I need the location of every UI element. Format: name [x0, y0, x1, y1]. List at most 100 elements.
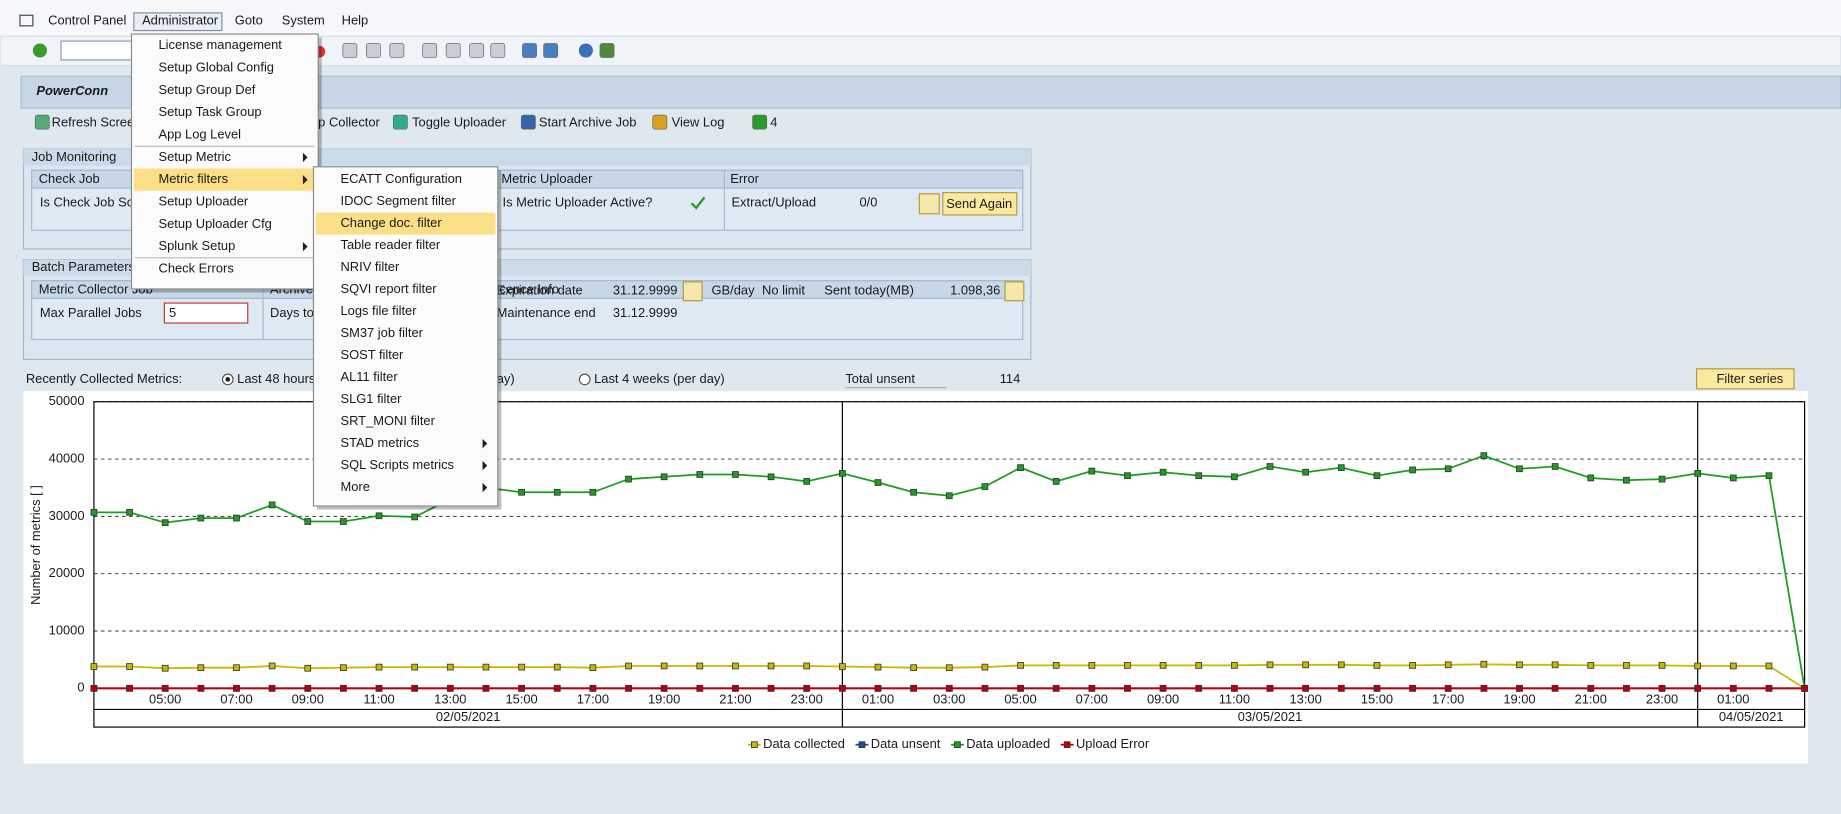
- send-again-button[interactable]: [942, 192, 1018, 216]
- data-point: [660, 684, 668, 692]
- filter-button[interactable]: [1695, 368, 1795, 390]
- toolbar-button[interactable]: Refresh Scree: [52, 115, 134, 130]
- data-point: [1551, 684, 1559, 692]
- button-label[interactable]: Send Again: [946, 196, 1012, 211]
- menu-item[interactable]: Check Errors: [159, 260, 234, 275]
- menu-item[interactable]: Table reader filter: [340, 237, 440, 252]
- legend-label[interactable]: Data uploaded: [966, 736, 1050, 751]
- menu-item[interactable]: SQVI report filter: [340, 281, 437, 296]
- radio[interactable]: [578, 373, 591, 386]
- menu-bar-item[interactable]: Goto: [235, 13, 263, 28]
- input-field[interactable]: [163, 302, 249, 324]
- toolbar-button[interactable]: Start Archive Job: [539, 115, 637, 130]
- menu-item[interactable]: ECATT Configuration: [340, 171, 461, 186]
- x-tick-label: 19:00: [1503, 691, 1535, 706]
- radio-label[interactable]: Last 48 hours: [237, 371, 315, 386]
- data-point: [161, 519, 169, 527]
- menu-item[interactable]: Setup Group Def: [159, 82, 256, 97]
- field-value: 31.12.9999: [613, 305, 678, 320]
- data-point: [1017, 464, 1024, 471]
- icon: [543, 43, 559, 58]
- toolbar-button[interactable]: 4: [770, 115, 777, 130]
- icon: [752, 114, 768, 130]
- menu-item[interactable]: Setup Metric: [159, 149, 232, 164]
- data-point: [1729, 474, 1737, 482]
- data-point: [1159, 684, 1167, 692]
- toolbar-button[interactable]: View Log: [672, 115, 725, 130]
- menu-item[interactable]: License management: [159, 37, 283, 52]
- legend-label[interactable]: Upload Error: [1076, 736, 1150, 751]
- data-point: [1623, 662, 1630, 669]
- menu-item[interactable]: NRIV filter: [340, 259, 399, 274]
- data-point: [1516, 465, 1523, 473]
- menu-item[interactable]: More: [340, 479, 369, 494]
- data-point: [411, 684, 419, 692]
- legend-label[interactable]: Data collected: [763, 736, 845, 751]
- menu-item[interactable]: IDOC Segment filter: [340, 193, 456, 208]
- icon: [422, 43, 438, 58]
- menu-item[interactable]: Setup Uploader: [159, 193, 249, 208]
- menu-bar-item[interactable]: System: [282, 13, 325, 28]
- menu-bar-item[interactable]: Administrator: [142, 13, 219, 28]
- data-point: [90, 684, 98, 692]
- calendar-button: [682, 281, 703, 302]
- data-point: [90, 663, 98, 670]
- data-point: [340, 684, 347, 692]
- y-tick-label: 0: [77, 680, 84, 695]
- toolbar-button[interactable]: p Collector: [318, 115, 380, 130]
- field-label: Maintenance end: [497, 305, 596, 320]
- menu-highlight: [133, 168, 316, 191]
- data-point: [161, 684, 169, 692]
- toolbar-button[interactable]: Toggle Uploader: [412, 115, 507, 130]
- menu-bar-item[interactable]: Control Panel: [48, 13, 126, 28]
- data-point: [304, 684, 312, 692]
- legend-label[interactable]: Data unsent: [871, 736, 941, 751]
- data-point: [1444, 684, 1452, 692]
- x-tick-label: 11:00: [363, 691, 394, 706]
- menu-bar-item[interactable]: Help: [342, 13, 369, 28]
- field-label: Expiration date: [497, 283, 583, 298]
- data-point: [767, 684, 775, 692]
- x-tick-label: 05:00: [1004, 691, 1036, 706]
- menu-item[interactable]: AL11 filter: [340, 369, 398, 384]
- data-point: [1623, 684, 1630, 692]
- menu-item[interactable]: Setup Global Config: [159, 60, 274, 75]
- data-point: [233, 664, 240, 672]
- submenu-arrow: [302, 175, 308, 185]
- panel-title: Batch Parameters: [32, 259, 135, 274]
- icon: [490, 43, 506, 58]
- menu-item[interactable]: Change doc. filter: [340, 215, 442, 230]
- data-point: [839, 684, 846, 692]
- menu-item[interactable]: Metric filters: [159, 171, 229, 186]
- x-tick-label: 15:00: [1361, 691, 1393, 706]
- menu-item[interactable]: Logs file filter: [340, 303, 417, 318]
- data-point: [553, 684, 561, 692]
- top-bar: [0, 0, 1841, 37]
- menu-item[interactable]: SQL Scripts metrics: [340, 457, 454, 472]
- menu-item[interactable]: STAD metrics: [340, 435, 419, 450]
- help-icon: [578, 43, 593, 58]
- data-point: [910, 488, 917, 496]
- data-point: [1694, 662, 1702, 670]
- x-tick-label: 23:00: [791, 691, 823, 706]
- radio-label[interactable]: Last 4 weeks (per day): [594, 371, 725, 386]
- data-point: [1195, 472, 1203, 480]
- menu-item[interactable]: Setup Task Group: [159, 104, 262, 119]
- x-tick-label: 19:00: [648, 691, 680, 706]
- menu-item[interactable]: SOST filter: [340, 347, 404, 362]
- menu-item[interactable]: SLG1 filter: [340, 391, 402, 406]
- menu-item[interactable]: Splunk Setup: [159, 238, 236, 253]
- data-point: [1088, 662, 1096, 669]
- data-point: [197, 514, 205, 522]
- data-point: [1231, 684, 1238, 692]
- menu-item[interactable]: SRT_MONI filter: [340, 413, 435, 428]
- data-point: [90, 508, 98, 516]
- menu-item[interactable]: Setup Uploader Cfg: [159, 216, 272, 231]
- button-label[interactable]: Filter series: [1717, 371, 1784, 386]
- icon: [34, 114, 50, 130]
- menu-item[interactable]: SM37 job filter: [340, 325, 423, 340]
- menu-item[interactable]: App Log Level: [159, 126, 242, 141]
- input-value[interactable]: 5: [169, 305, 176, 320]
- date-label: 03/05/2021: [1238, 709, 1303, 724]
- data-point: [1409, 662, 1416, 669]
